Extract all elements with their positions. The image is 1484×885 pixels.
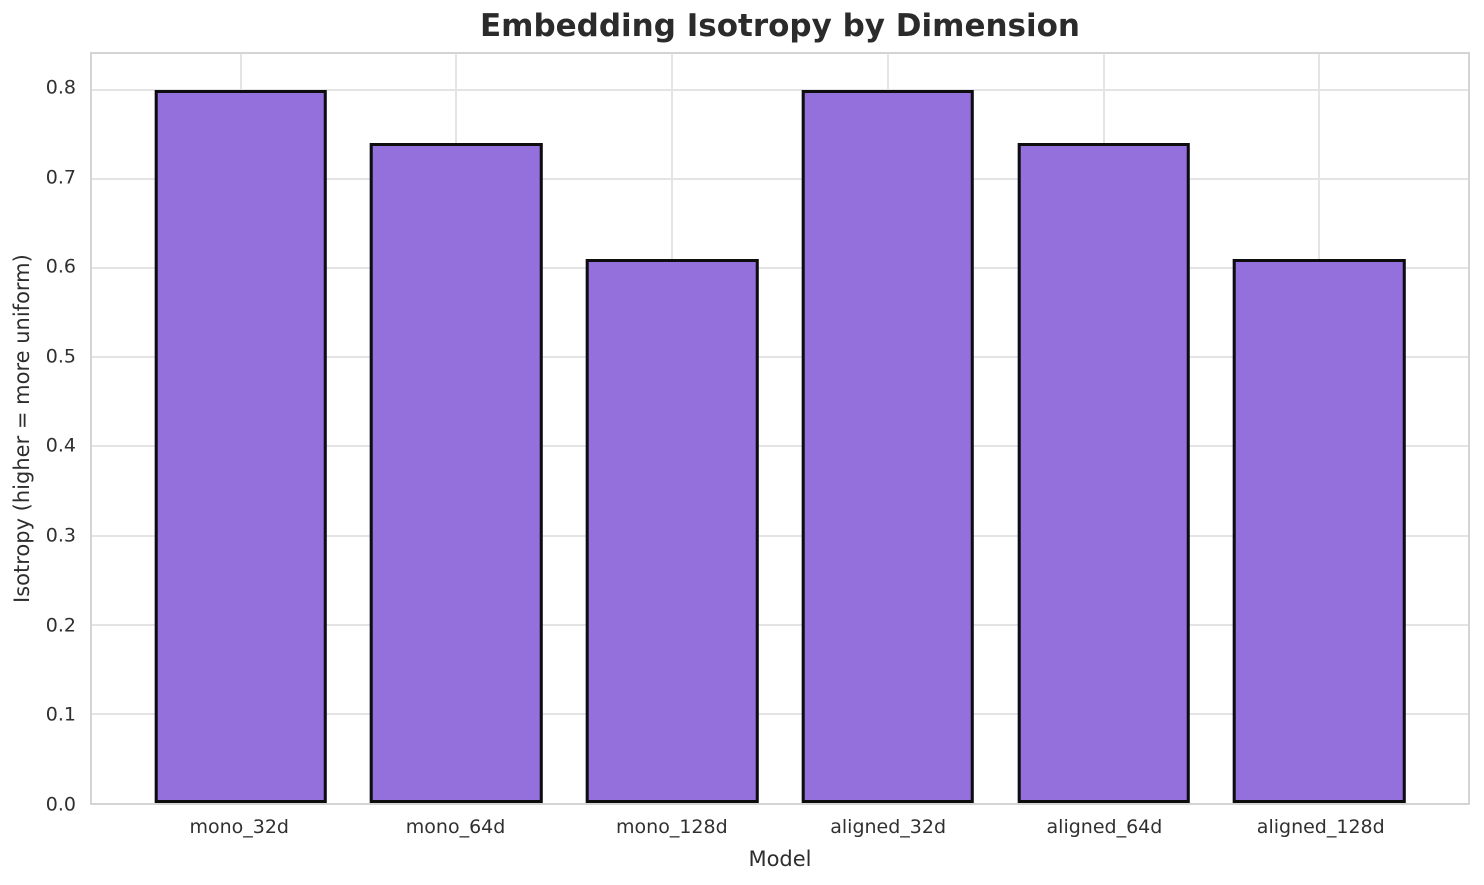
y-gridline [92, 712, 1468, 715]
y-tick-label: 0.5 [45, 345, 76, 368]
x-tick-labels: mono_32d mono_64d mono_128d aligned_32d alig… [90, 817, 1470, 841]
y-gridline [92, 266, 1468, 269]
x-tick-label: mono_128d [616, 816, 728, 838]
y-gridline [92, 623, 1468, 626]
y-gridline [92, 177, 1468, 180]
y-tick-label: 0.4 [45, 434, 76, 457]
y-tick-label: 0.2 [45, 614, 76, 637]
bar-aligned_32d [801, 89, 975, 803]
bar-aligned_128d [1232, 259, 1406, 803]
x-axis-label: Model [748, 847, 812, 871]
y-tick-label: 0.7 [45, 166, 76, 188]
x-tick-label: mono_64d [405, 816, 506, 838]
y-gridline [92, 88, 1468, 91]
x-tick-label: aligned_128d [1256, 816, 1385, 838]
x-tick-label: aligned_32d [830, 816, 947, 838]
y-tick-label: 0.1 [45, 703, 76, 726]
y-tick-label: 0.0 [45, 793, 76, 816]
y-tick-labels: 0.0 0.1 0.2 0.3 0.4 0.5 0.6 0.7 0.8 [0, 52, 76, 814]
y-tick-label: 0.3 [45, 524, 76, 547]
chart-title: Embedding Isotropy by Dimension [479, 8, 1081, 44]
bar-mono_64d [370, 143, 543, 803]
y-gridline [92, 445, 1468, 448]
bar-aligned_64d [1017, 143, 1190, 803]
bar-mono_32d [154, 89, 328, 803]
x-tick-label: aligned_64d [1046, 816, 1163, 838]
plot-area [90, 52, 1470, 805]
y-gridline [92, 356, 1468, 359]
y-tick-label: 0.8 [45, 76, 76, 99]
bar-mono_128d [585, 259, 759, 803]
y-tick-label: 0.6 [45, 255, 76, 278]
x-tick-label: mono_32d [189, 816, 290, 838]
y-gridline [92, 534, 1468, 537]
